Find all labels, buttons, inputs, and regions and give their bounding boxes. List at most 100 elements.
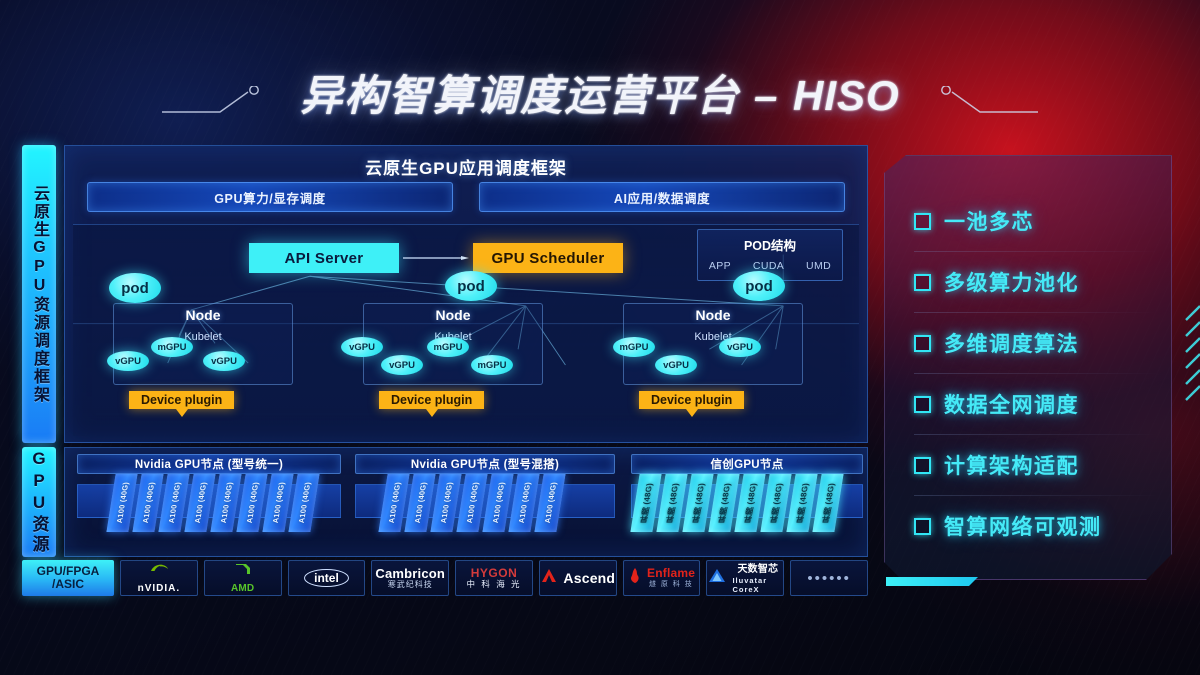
api-server-box[interactable]: API Server (249, 243, 399, 273)
vgpu-ellipse[interactable]: vGPU (341, 337, 383, 357)
gpu-card-label: A100 (40G) (270, 482, 286, 524)
feature-divider (914, 373, 1158, 374)
feature-label: 智算网络可观测 (944, 516, 1102, 539)
vendor-logo-hygon[interactable]: HYGON 中 科 海 光 (455, 560, 533, 596)
vendor-mark: nVIDIA. (138, 562, 181, 595)
vendor-logo-intel[interactable]: intel (287, 560, 366, 596)
vendor-more-label: •••••• (807, 569, 851, 587)
vendor-logo-iluvatar-corex[interactable]: 天数智芯 Iluvatar CoreX (706, 560, 785, 596)
gpu-card-label: A100 (40G) (166, 482, 182, 524)
slide-header: 异构智算调度运营平台 – HISO (0, 58, 1200, 128)
vendor-subtitle: 寒武纪科技 (387, 580, 433, 589)
checkbox-icon (914, 334, 931, 352)
gpu-card-label: 昇腾 (48G) (794, 482, 810, 524)
ascend-icon (540, 568, 558, 588)
sidebar-tag-gpu-resource: GPU资源 (22, 447, 56, 557)
checkbox-icon (914, 273, 931, 291)
gpu-card[interactable]: A100 (40G) (288, 474, 320, 532)
vendor-name: Ascend (563, 569, 616, 586)
gpu-group-header-1: Nvidia GPU节点 (型号统一) (77, 454, 341, 474)
feature-item-1[interactable]: 一池多芯 (914, 191, 1158, 251)
device-plugin-badge[interactable]: Device plugin (379, 391, 485, 409)
vendor-logo-cambricon[interactable]: Cambricon 寒武纪科技 (371, 560, 450, 596)
vendor-name: Enflame (647, 566, 696, 580)
node-cluster-1: pod Node Kubelet vGPU mGPU vGPU Device p… (103, 273, 303, 409)
gpu-card-label: 昇腾 (48G) (742, 482, 758, 524)
vendor-mark: HYGON 中 科 海 光 (466, 567, 521, 589)
gpu-card-label: 昇腾 (48G) (820, 482, 836, 524)
framework-capability-row: GPU算力/显存调度 AI应用/数据调度 (87, 182, 845, 212)
feature-item-2[interactable]: 多级算力池化 (914, 252, 1158, 312)
mgpu-ellipse[interactable]: mGPU (427, 337, 469, 357)
feature-label: 计算架构适配 (944, 455, 1079, 478)
feature-item-5[interactable]: 计算架构适配 (914, 435, 1158, 495)
node-boundary (113, 303, 293, 385)
vendor-name: nVIDIA. (137, 582, 181, 594)
feature-item-6[interactable]: 智算网络可观测 (914, 496, 1158, 556)
feature-list: 一池多芯 多级算力池化 多维调度算法 数据全网调度 计算架构适配 (914, 191, 1158, 556)
gpu-card[interactable]: 昇腾 (48G) (812, 474, 844, 532)
capability-pill-compute[interactable]: GPU算力/显存调度 (87, 182, 453, 212)
mgpu-ellipse[interactable]: mGPU (151, 337, 193, 357)
feature-panel-background (884, 155, 1172, 580)
vgpu-ellipse[interactable]: vGPU (203, 351, 245, 371)
vendor-name: AMD (230, 582, 255, 594)
pod-ellipse[interactable]: pod (733, 271, 785, 301)
device-plugin-badge[interactable]: Device plugin (639, 391, 745, 409)
gpu-card-label: A100 (40G) (386, 482, 402, 524)
pod-structure-items: APP CUDA UMD (698, 260, 842, 272)
gpu-card-label: A100 (40G) (542, 482, 558, 524)
gpu-card-label: A100 (40G) (464, 482, 480, 524)
vgpu-ellipse[interactable]: vGPU (381, 355, 423, 375)
pod-item-app: APP (708, 260, 732, 272)
feature-panel: 一池多芯 多级算力池化 多维调度算法 数据全网调度 计算架构适配 (884, 155, 1172, 580)
vendor-name: Cambricon (375, 566, 446, 581)
vendor-mark: 天数智芯 Iluvatar CoreX (707, 563, 783, 594)
vendor-logo-more[interactable]: •••••• (790, 560, 869, 596)
pod-item-cuda: CUDA (752, 260, 785, 272)
gpu-scheduler-box[interactable]: GPU Scheduler (473, 243, 623, 273)
pod-structure-title: POD结构 (743, 239, 797, 253)
gpu-card-label: A100 (40G) (114, 482, 130, 524)
gpu-card[interactable]: A100 (40G) (534, 474, 566, 532)
vgpu-ellipse[interactable]: vGPU (719, 337, 761, 357)
mgpu-ellipse[interactable]: mGPU (613, 337, 655, 357)
gpu-group-header-2: Nvidia GPU节点 (型号混搭) (355, 454, 615, 474)
vendor-logo-ascend[interactable]: Ascend (538, 560, 617, 596)
node-label: Node (185, 307, 221, 323)
gpu-card-label: A100 (40G) (490, 482, 506, 524)
vendor-logo-amd[interactable]: AMD (203, 560, 282, 596)
checkbox-icon (914, 517, 931, 535)
vendor-name: intel (304, 569, 349, 587)
vendor-logo-nvidia[interactable]: nVIDIA. (120, 560, 198, 596)
gpu-card-label: A100 (40G) (218, 482, 234, 524)
enflame-icon (628, 568, 642, 588)
checkbox-icon (914, 456, 931, 474)
vgpu-ellipse[interactable]: vGPU (107, 351, 149, 371)
capability-pill-ai[interactable]: AI应用/数据调度 (479, 182, 845, 212)
vendor-subtitle: Iluvatar CoreX (732, 575, 768, 594)
gpu-resource-panel: Nvidia GPU节点 (型号统一) Nvidia GPU节点 (型号混搭) … (64, 447, 868, 557)
vendor-logo-row: GPU/FPGA/ASIC nVIDIA. AMD intel Cambricon 寒武纪… (22, 560, 869, 596)
pod-ellipse[interactable]: pod (445, 271, 497, 301)
gpu-card-label: 昇腾 (48G) (716, 482, 732, 524)
vendor-logo-gpu-fpga-asic[interactable]: GPU/FPGA/ASIC (22, 560, 114, 596)
gpu-card-label: A100 (40G) (516, 482, 532, 524)
vendor-name: 天数智芯 (737, 563, 779, 575)
device-plugin-badge[interactable]: Device plugin (129, 391, 235, 409)
vendor-mark: Cambricon 寒武纪科技 (375, 567, 445, 589)
cloud-native-framework-panel: 云原生GPU应用调度框架 GPU算力/显存调度 AI应用/数据调度 (64, 145, 868, 443)
feature-panel-accent-bar (886, 577, 978, 586)
title-right-decoration-icon (908, 86, 1038, 116)
vgpu-ellipse[interactable]: vGPU (655, 355, 697, 375)
vendor-logo-enflame[interactable]: Enflame 燧 原 科 技 (622, 560, 701, 596)
mgpu-ellipse[interactable]: mGPU (471, 355, 513, 375)
feature-label: 多维调度算法 (944, 333, 1079, 356)
feature-item-3[interactable]: 多维调度算法 (914, 313, 1158, 373)
pod-ellipse[interactable]: pod (109, 273, 161, 303)
gpu-card-label: A100 (40G) (140, 482, 156, 524)
feature-item-4[interactable]: 数据全网调度 (914, 374, 1158, 434)
checkbox-icon (914, 212, 931, 230)
feature-divider (914, 312, 1158, 313)
